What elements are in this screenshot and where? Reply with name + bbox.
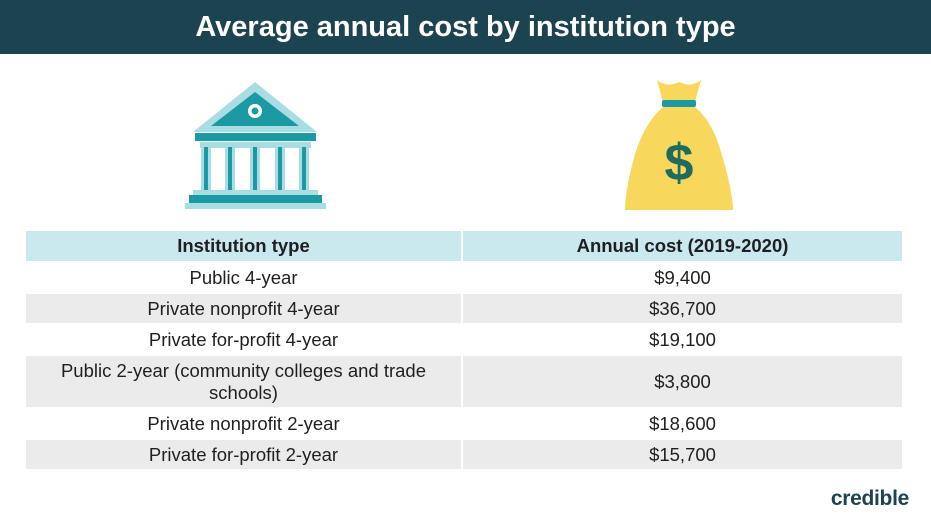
page-title: Average annual cost by institution type	[195, 10, 736, 43]
institution-type-cell: Private nonprofit 4-year	[26, 294, 463, 323]
svg-text:$: $	[665, 134, 694, 192]
annual-cost-cell: $15,700	[463, 440, 902, 469]
table-row: Private nonprofit 4-year $36,700	[26, 294, 902, 323]
credible-logo: credible	[830, 487, 909, 510]
column-header-institution-type: Institution type	[26, 231, 463, 261]
bank-building-icon	[185, 82, 326, 209]
cost-table: Institution type Annual cost (2019-2020)…	[26, 229, 902, 471]
annual-cost-cell: $3,800	[463, 356, 902, 407]
institution-type-cell: Private nonprofit 2-year	[26, 409, 463, 438]
annual-cost-cell: $36,700	[463, 294, 902, 323]
institution-type-cell: Public 4-year	[26, 263, 463, 292]
annual-cost-cell: $9,400	[463, 263, 902, 292]
annual-cost-cell: $19,100	[463, 325, 902, 354]
institution-type-cell: Private for-profit 2-year	[26, 440, 463, 469]
institution-type-cell: Private for-profit 4-year	[26, 325, 463, 354]
table-header-row: Institution type Annual cost (2019-2020)	[26, 231, 902, 261]
annual-cost-cell: $18,600	[463, 409, 902, 438]
table-row: Public 2-year (community colleges and tr…	[26, 356, 902, 407]
column-header-annual-cost: Annual cost (2019-2020)	[463, 231, 902, 261]
money-bag-icon: $	[625, 80, 733, 210]
header-banner: Average annual cost by institution type	[0, 0, 931, 54]
table-row: Public 4-year $9,400	[26, 263, 902, 292]
table-row: Private for-profit 4-year $19,100	[26, 325, 902, 354]
table-row: Private for-profit 2-year $15,700	[26, 440, 902, 469]
table-row: Private nonprofit 2-year $18,600	[26, 409, 902, 438]
institution-type-cell: Public 2-year (community colleges and tr…	[26, 356, 463, 407]
